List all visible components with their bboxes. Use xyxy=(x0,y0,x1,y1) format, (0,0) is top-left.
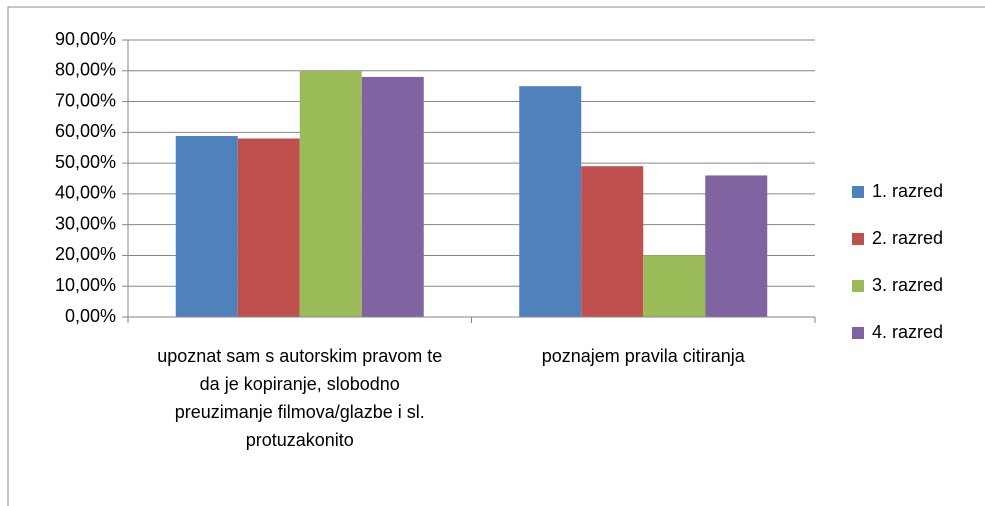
y-tick-label: 90,00% xyxy=(55,29,116,49)
y-tick-label: 70,00% xyxy=(55,90,116,110)
x-tick-label: upoznat sam s autorskim pravom te da je … xyxy=(157,346,443,450)
legend-swatch xyxy=(852,280,864,292)
legend-label: 3. razred xyxy=(872,275,943,295)
legend-label: 2. razred xyxy=(872,228,943,248)
legend-label: 1. razred xyxy=(872,181,943,201)
y-tick-label: 80,00% xyxy=(55,60,116,80)
legend-swatch xyxy=(852,327,864,339)
y-tick-label: 0,00% xyxy=(65,306,116,326)
x-tick-label: poznajem pravila citiranja xyxy=(541,346,745,366)
y-tick-label: 30,00% xyxy=(55,213,116,233)
bar xyxy=(519,86,582,318)
bar xyxy=(643,255,706,317)
bar xyxy=(581,166,644,317)
y-tick-label: 60,00% xyxy=(55,121,116,141)
bar xyxy=(361,76,424,317)
y-tick-label: 40,00% xyxy=(55,183,116,203)
y-tick-label: 20,00% xyxy=(55,244,116,264)
bar xyxy=(237,138,300,317)
bar xyxy=(175,136,238,317)
legend-label: 4. razred xyxy=(872,322,943,342)
y-tick-label: 10,00% xyxy=(55,275,116,295)
bar xyxy=(705,175,768,317)
legend-swatch xyxy=(852,233,864,245)
legend-swatch xyxy=(852,186,864,198)
y-tick-label: 50,00% xyxy=(55,152,116,172)
chart-border xyxy=(7,6,985,506)
bar xyxy=(299,70,362,318)
